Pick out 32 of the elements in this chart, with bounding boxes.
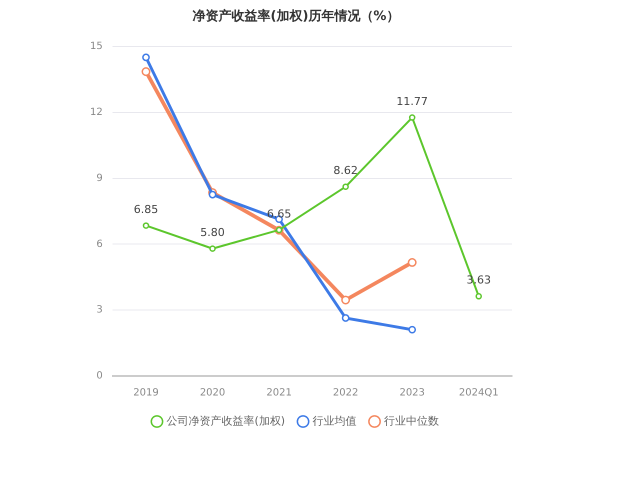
x-tick-label: 2020 bbox=[200, 388, 226, 399]
point bbox=[342, 183, 349, 190]
point bbox=[209, 245, 216, 252]
x-tick-label: 2021 bbox=[266, 388, 292, 399]
legend-label: 行业中位数 bbox=[384, 414, 440, 428]
x-tick-label: 2019 bbox=[133, 388, 159, 399]
point bbox=[142, 67, 150, 76]
point bbox=[341, 296, 350, 304]
y-tick-label: 3 bbox=[96, 304, 103, 316]
y-tick-label: 9 bbox=[96, 172, 103, 184]
data-label: 6.85 bbox=[134, 202, 158, 216]
x-tick-label: 2024Q1 bbox=[458, 388, 499, 399]
point bbox=[342, 314, 350, 322]
chart-title: 净资产收益率(加权)历年情况（%） bbox=[192, 8, 400, 24]
point bbox=[208, 190, 216, 198]
y-tick-label: 0 bbox=[96, 370, 103, 382]
data-label: 8.62 bbox=[333, 164, 358, 178]
y-tick-label: 6 bbox=[96, 238, 103, 250]
point bbox=[408, 114, 416, 121]
y-tick-label: 12 bbox=[90, 107, 103, 118]
point bbox=[142, 222, 150, 229]
point bbox=[475, 293, 482, 300]
point bbox=[408, 258, 417, 267]
data-label: 11.77 bbox=[396, 94, 428, 108]
legend-label: 公司净资产收益率(加权) bbox=[166, 414, 286, 428]
point bbox=[408, 326, 416, 334]
point bbox=[142, 54, 150, 62]
y-tick-label: 15 bbox=[90, 41, 103, 52]
legend-label: 行业均值 bbox=[312, 414, 357, 428]
data-label: 5.80 bbox=[200, 226, 225, 239]
x-tick-label: 2023 bbox=[399, 388, 425, 399]
x-tick-label: 2022 bbox=[332, 388, 358, 399]
